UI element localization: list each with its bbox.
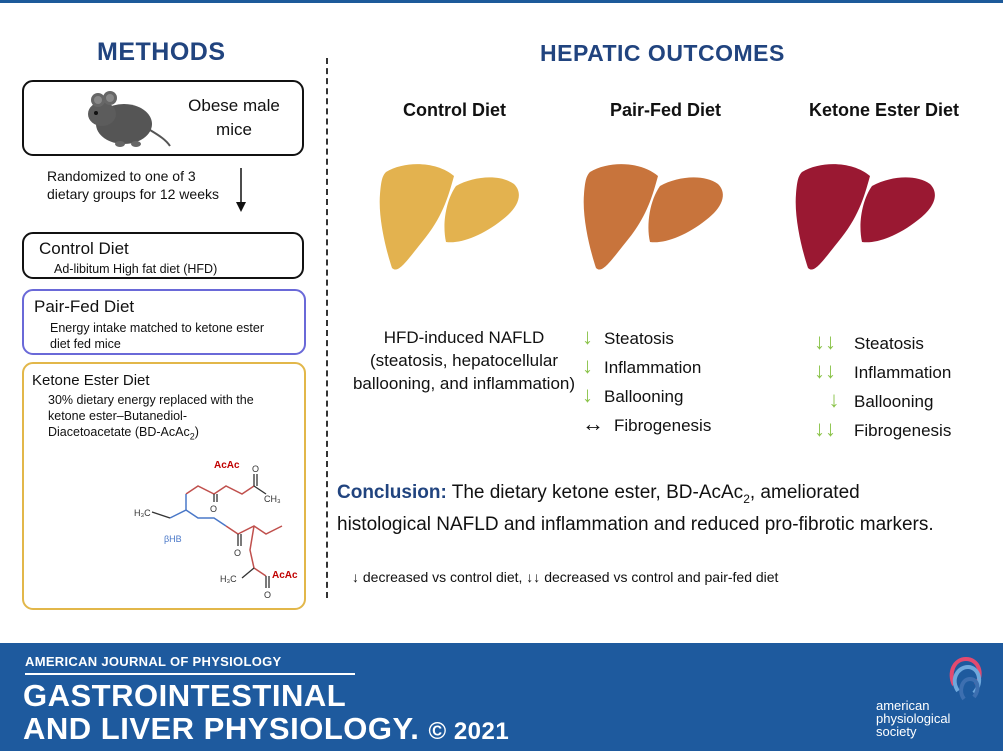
- control-outcome-line1: HFD-induced NAFLD: [383, 328, 545, 347]
- double-down-arrow-icon: ↓↓: [814, 416, 836, 441]
- liver-pairfed-icon: [583, 164, 723, 270]
- legend-note: ↓ decreased vs control diet, ↓↓ decrease…: [352, 569, 779, 585]
- down-arrow-icon: ↓: [828, 387, 840, 412]
- journal-top-label: AMERICAN JOURNAL OF PHYSIOLOGY: [25, 654, 282, 669]
- society-name: american physiological society: [876, 699, 950, 738]
- pairfed-diet-body-line1: Energy intake matched to ketone ester: [50, 321, 265, 335]
- outcome-label: Inflammation: [604, 358, 702, 377]
- pairfed-outcome-list: ↓ Steatosis ↓ Inflammation ↓ Ballooning ↔ Fi…: [582, 323, 711, 439]
- liver-control-icon: [379, 164, 519, 270]
- pairfed-diet-box: Pair-Fed Diet Energy intake matched to k…: [22, 289, 306, 355]
- society-name-line1: american: [876, 698, 930, 713]
- double-down-arrow-icon: ↓↓: [814, 358, 836, 383]
- outcome-label: Inflammation: [854, 363, 952, 382]
- control-outcome-line3: ballooning, and inflammation): [352, 374, 576, 393]
- bd-acac2-molecule: AcAc O O CH₃ H₃C βHB O H₃C AcAc O: [134, 460, 298, 600]
- col-title-pairfed: Pair-Fed Diet: [610, 100, 722, 120]
- oxygen-label-2: O: [210, 504, 217, 514]
- control-outcome-text: HFD-induced NAFLD (steatosis, hepatocell…: [340, 326, 588, 395]
- society-name-line2: physiological: [876, 711, 951, 726]
- list-item: ↔ Fibrogenesis: [582, 410, 711, 439]
- down-arrow-icon: ↓: [582, 353, 593, 378]
- liver-ketone-icon: [795, 164, 935, 270]
- list-item: ↓↓ Inflammation: [814, 357, 951, 386]
- mice-label-line1: Obese male: [188, 96, 280, 115]
- acac-top-label: AcAc: [214, 460, 240, 471]
- list-item: ↓ Ballooning: [814, 386, 951, 415]
- society-name-line3: society: [876, 724, 917, 739]
- ketone-diet-body-line2: ketone ester–Butanediol-: [48, 409, 187, 423]
- mice-box: Obese male mice: [22, 80, 304, 156]
- conclusion-text-end: , ameliorated: [749, 482, 860, 503]
- outcome-label: Ballooning: [604, 387, 684, 406]
- bhb-label: βHB: [164, 534, 182, 544]
- outcomes-title: HEPATIC OUTCOMES: [540, 40, 785, 66]
- list-item: ↓ Ballooning: [582, 381, 711, 410]
- outcome-label: Fibrogenesis: [854, 421, 952, 440]
- conclusion-text: The dietary ketone ester, BD-AcAc: [446, 482, 744, 503]
- outcome-label: Steatosis: [854, 334, 924, 353]
- mice-label-line2: mice: [216, 120, 252, 139]
- randomization-line2: dietary groups for 12 weeks: [47, 186, 219, 202]
- pairfed-diet-body-line2: diet fed mice: [50, 337, 121, 351]
- h3c-bottom-label: H₃C: [220, 574, 237, 584]
- journal-title-line2: AND LIVER PHYSIOLOGY. © 2021: [23, 712, 509, 748]
- oxygen-label-4: O: [264, 590, 271, 600]
- ketone-diet-title: Ketone Ester Diet: [32, 372, 150, 389]
- footer-rule: [25, 673, 355, 675]
- top-rule: [0, 0, 1003, 3]
- down-arrow-icon: [236, 168, 246, 212]
- double-down-arrow-icon: ↓↓: [814, 329, 836, 354]
- list-item: ↓ Inflammation: [582, 352, 711, 381]
- aps-logo-icon: [949, 656, 982, 701]
- ketone-diet-box: Ketone Ester Diet 30% dietary energy rep…: [22, 362, 306, 610]
- list-item: ↓↓ Steatosis: [814, 328, 951, 357]
- pairfed-diet-title: Pair-Fed Diet: [34, 297, 135, 316]
- journal-title: GASTROINTESTINAL AND LIVER PHYSIOLOGY. ©…: [23, 679, 509, 748]
- outcome-label: Ballooning: [854, 392, 934, 411]
- conclusion-sub: 2: [743, 491, 750, 506]
- down-arrow-icon: ↓: [582, 324, 593, 349]
- randomization-line1: Randomized to one of 3: [47, 168, 196, 184]
- randomization-text: Randomized to one of 3 dietary groups fo…: [47, 167, 219, 203]
- acac-bottom-label: AcAc: [272, 570, 298, 581]
- ketone-outcome-list: ↓↓ Steatosis ↓↓ Inflammation ↓ Ballooning ↓…: [814, 328, 951, 444]
- list-item: ↓ Steatosis: [582, 323, 711, 352]
- down-arrow-icon: ↓: [582, 382, 593, 407]
- left-right-arrow-icon: ↔: [582, 411, 604, 436]
- ketone-diet-body-line1: 30% dietary energy replaced with the: [48, 393, 254, 407]
- column-divider: [326, 58, 328, 598]
- conclusion-label: Conclusion:: [337, 482, 447, 503]
- conclusion: Conclusion: The dietary ketone ester, BD…: [337, 480, 997, 537]
- conclusion-line2: histological NAFLD and inflammation and …: [337, 513, 934, 535]
- outcome-label: Steatosis: [604, 329, 674, 348]
- ketone-diet-body-close: ): [194, 425, 199, 439]
- ketone-diet-body-line3: Diacetoacetate (BD-AcAc2): [48, 424, 254, 445]
- methods-title: METHODS: [97, 38, 226, 66]
- h3c-left-label: H₃C: [134, 508, 151, 518]
- ketone-diet-body-sub: 2: [189, 431, 195, 442]
- control-outcome-line2: (steatosis, hepatocellular: [369, 351, 559, 370]
- journal-footer: AMERICAN JOURNAL OF PHYSIOLOGY GASTROINT…: [0, 643, 1003, 751]
- outcome-label: Fibrogenesis: [614, 416, 712, 435]
- ch3-top-label: CH₃: [264, 494, 281, 504]
- mouse-icon: [88, 91, 171, 147]
- control-diet-title: Control Diet: [39, 239, 129, 258]
- ketone-diet-body-line3-text: Diacetoacetate (BD-AcAc: [48, 425, 190, 439]
- copyright: © 2021: [428, 718, 510, 745]
- col-title-control: Control Diet: [403, 100, 506, 120]
- journal-title-line1: GASTROINTESTINAL: [23, 678, 347, 713]
- journal-title-line2-text: AND LIVER PHYSIOLOGY.: [23, 711, 420, 746]
- oxygen-label-3: O: [234, 548, 241, 558]
- col-title-ketone: Ketone Ester Diet: [809, 100, 960, 120]
- oxygen-label-1: O: [252, 464, 259, 474]
- control-diet-body: Ad-libitum High fat diet (HFD): [54, 262, 218, 276]
- list-item: ↓↓ Fibrogenesis: [814, 415, 951, 444]
- control-diet-box: Control Diet Ad-libitum High fat diet (H…: [22, 232, 304, 279]
